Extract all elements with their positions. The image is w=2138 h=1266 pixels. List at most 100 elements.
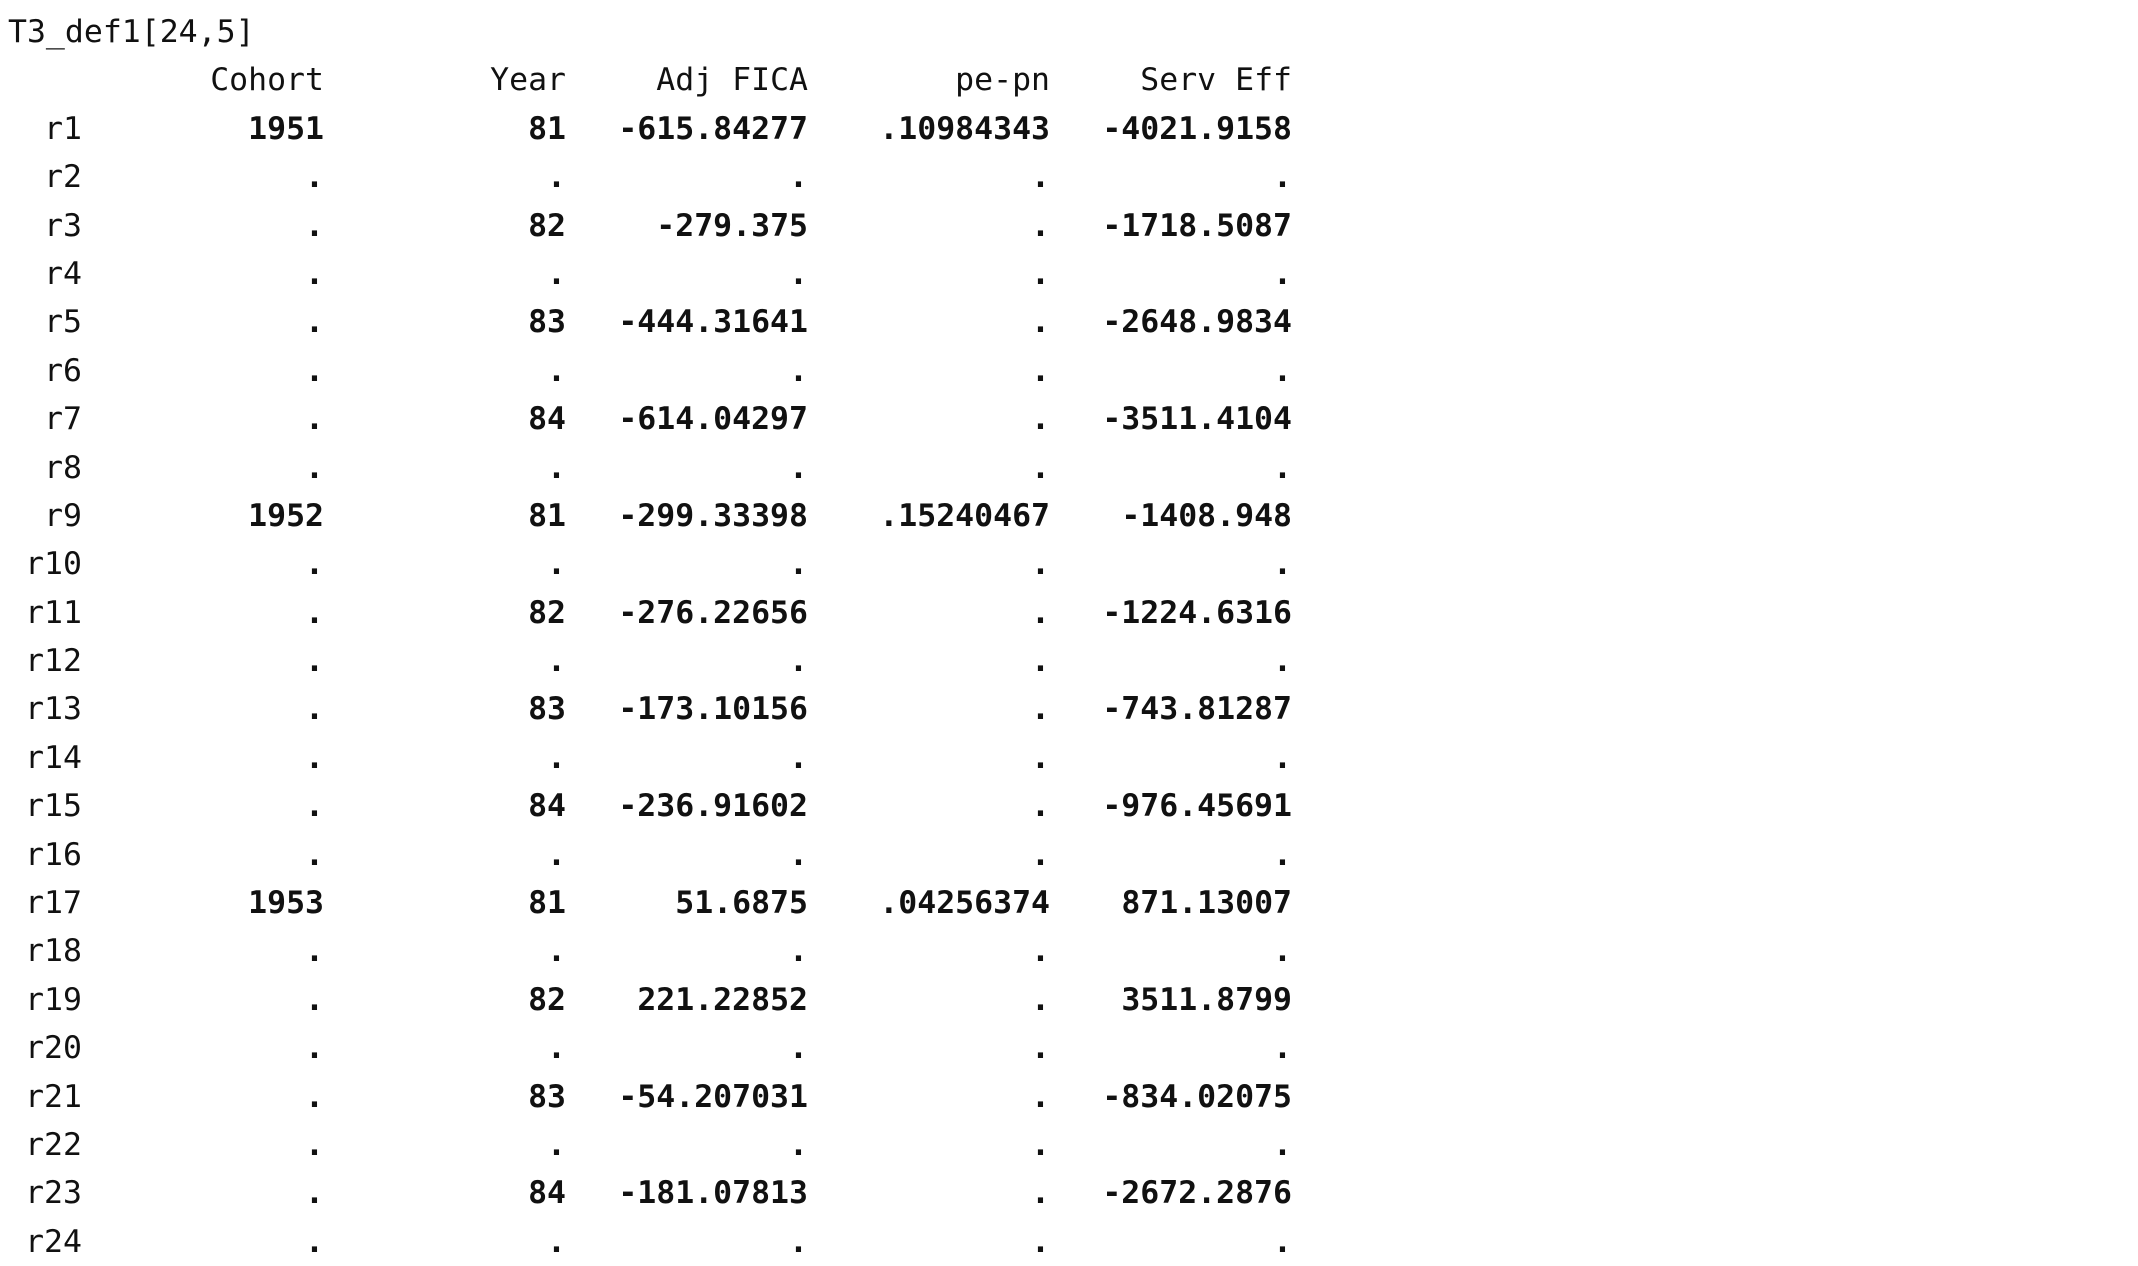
cell-year: 82 [528, 207, 566, 244]
matrix-row: r11. 82 -276.22656. -1224.6316 [8, 589, 1292, 637]
cell-pe-pn: . [1031, 1126, 1050, 1163]
cell-year: . [547, 352, 566, 389]
matrix-title: T3_def1[24,5] [8, 14, 255, 50]
header-spacer [8, 56, 82, 104]
cell-cohort: . [305, 836, 324, 873]
row-name: r12 [25, 643, 82, 680]
cell-cohort: . [305, 304, 324, 341]
matrix-row: r20..... [8, 1024, 1292, 1072]
cell-adj-fica: -615.84277 [618, 110, 808, 147]
row-name: r4 [44, 255, 82, 292]
cell-cohort: . [305, 1078, 324, 1115]
cell-adj-fica: . [789, 739, 808, 776]
cell-serv-eff: . [1273, 352, 1292, 389]
cell-adj-fica: . [789, 933, 808, 970]
matrix-row: r4..... [8, 250, 1292, 298]
cell-serv-eff: . [1273, 449, 1292, 486]
cell-pe-pn: .04256374 [879, 885, 1050, 922]
cell-cohort: . [305, 352, 324, 389]
cell-serv-eff: -2648.9834 [1102, 304, 1292, 341]
cell-cohort: . [305, 643, 324, 680]
cell-adj-fica: . [789, 449, 808, 486]
cell-year: . [547, 159, 566, 196]
cell-pe-pn: . [1031, 159, 1050, 196]
matrix-row: r21. 83 -54.207031. -834.02075 [8, 1073, 1292, 1121]
row-name: r5 [44, 304, 82, 341]
cell-adj-fica: -173.10156 [618, 691, 808, 728]
cell-cohort: . [305, 207, 324, 244]
row-name: r24 [25, 1223, 82, 1260]
column-header-year: Year [490, 62, 566, 99]
cell-cohort: . [305, 1223, 324, 1260]
cell-serv-eff: 871.13007 [1121, 885, 1292, 922]
matrix-row: r16..... [8, 831, 1292, 879]
row-name: r17 [25, 885, 82, 922]
column-header-adj-fica: Adj FICA [656, 62, 808, 99]
column-header-pe-pn: pe-pn [955, 62, 1050, 99]
cell-cohort: . [305, 449, 324, 486]
matrix-row: r10..... [8, 540, 1292, 588]
cell-serv-eff: -976.45691 [1102, 788, 1292, 825]
matrix-title-line: T3_def1[24,5] [8, 8, 1292, 56]
cell-serv-eff: . [1273, 1030, 1292, 1067]
cell-year: 84 [528, 788, 566, 825]
matrix-row: r17 1953 81 51.6875 .04256374 871.13007 [8, 879, 1292, 927]
cell-cohort: 1952 [248, 497, 324, 534]
cell-cohort: . [305, 1126, 324, 1163]
cell-year: 82 [528, 981, 566, 1018]
cell-cohort: . [305, 594, 324, 631]
row-name: r21 [25, 1078, 82, 1115]
row-name: r13 [25, 691, 82, 728]
cell-year: 83 [528, 691, 566, 728]
cell-adj-fica: . [789, 643, 808, 680]
cell-pe-pn: . [1031, 643, 1050, 680]
cell-adj-fica: -54.207031 [618, 1078, 808, 1115]
cell-pe-pn: . [1031, 1078, 1050, 1115]
matrix-row: r9 1952 81 -299.33398 .15240467 -1408.948 [8, 492, 1292, 540]
matrix-rows: r1 1951 81 -615.84277 .10984343 -4021.9158 r2.… [8, 105, 1292, 1266]
cell-pe-pn: . [1031, 546, 1050, 583]
cell-cohort: . [305, 933, 324, 970]
matrix-row: r15. 84 -236.91602. -976.45691 [8, 782, 1292, 830]
cell-year: . [547, 1030, 566, 1067]
cell-pe-pn: . [1031, 788, 1050, 825]
row-name: r14 [25, 739, 82, 776]
cell-year: 81 [528, 885, 566, 922]
cell-adj-fica: . [789, 255, 808, 292]
cell-cohort: . [305, 401, 324, 438]
matrix-row: r13. 83 -173.10156. -743.81287 [8, 685, 1292, 733]
row-name: r1 [44, 110, 82, 147]
cell-year: 82 [528, 594, 566, 631]
cell-pe-pn: . [1031, 352, 1050, 389]
row-name: r8 [44, 449, 82, 486]
matrix-row: r2..... [8, 153, 1292, 201]
matrix-row: r12..... [8, 637, 1292, 685]
cell-year: . [547, 1126, 566, 1163]
row-name: r20 [25, 1030, 82, 1067]
cell-serv-eff: . [1273, 1126, 1292, 1163]
row-name: r3 [44, 207, 82, 244]
cell-cohort: . [305, 1030, 324, 1067]
matrix-row: r7. 84 -614.04297. -3511.4104 [8, 395, 1292, 443]
row-name: r2 [44, 159, 82, 196]
cell-cohort: . [305, 546, 324, 583]
cell-serv-eff: -4021.9158 [1102, 110, 1292, 147]
matrix-row: r18..... [8, 927, 1292, 975]
cell-pe-pn: . [1031, 255, 1050, 292]
cell-year: . [547, 643, 566, 680]
cell-cohort: . [305, 788, 324, 825]
cell-pe-pn: . [1031, 1030, 1050, 1067]
cell-pe-pn: . [1031, 594, 1050, 631]
cell-adj-fica: . [789, 836, 808, 873]
cell-serv-eff: -3511.4104 [1102, 401, 1292, 438]
matrix-row: r24..... [8, 1218, 1292, 1266]
row-name: r7 [44, 401, 82, 438]
cell-pe-pn: .15240467 [879, 497, 1050, 534]
cell-pe-pn: . [1031, 933, 1050, 970]
cell-adj-fica: -614.04297 [618, 401, 808, 438]
cell-pe-pn: .10984343 [879, 110, 1050, 147]
cell-cohort: . [305, 691, 324, 728]
row-name: r16 [25, 836, 82, 873]
matrix-row: r1 1951 81 -615.84277 .10984343 -4021.9158 [8, 105, 1292, 153]
cell-serv-eff: . [1273, 159, 1292, 196]
